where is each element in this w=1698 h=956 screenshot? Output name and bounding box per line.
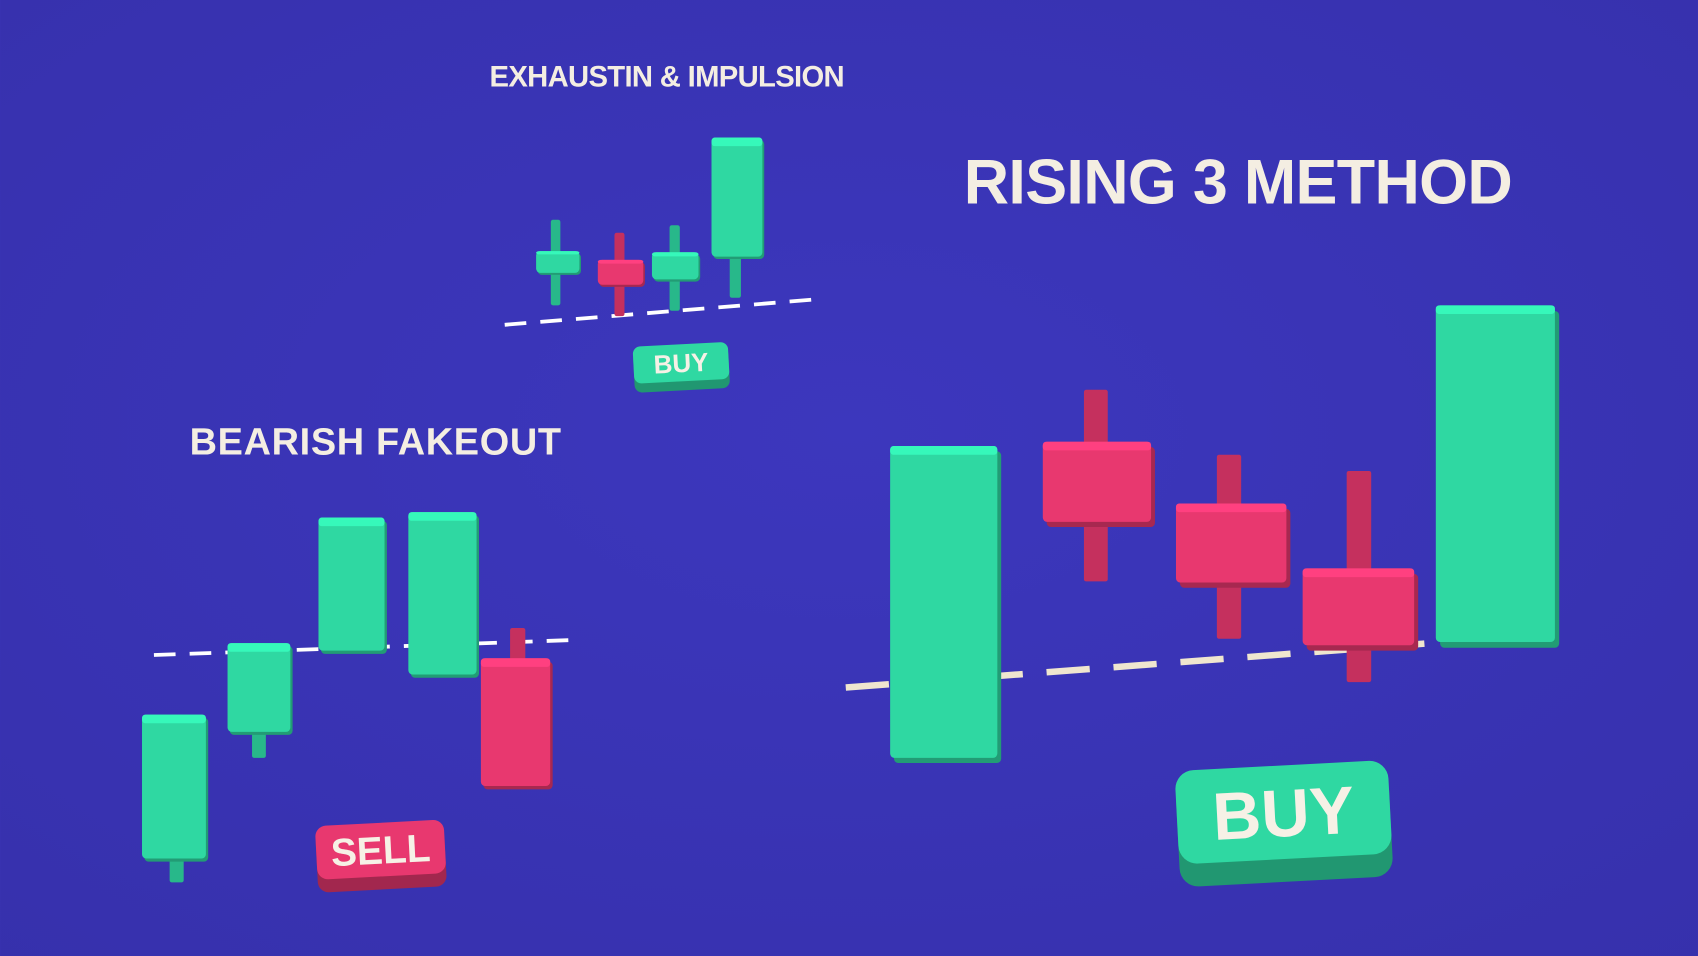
candle-body xyxy=(1175,503,1287,583)
bullish-candle xyxy=(1435,305,1560,648)
support-dashed-line xyxy=(845,630,1561,691)
candle-body xyxy=(480,658,551,787)
bearish-candle xyxy=(1302,470,1419,683)
candle-body-top xyxy=(227,643,291,652)
badge-face xyxy=(1175,760,1392,864)
rising-three-method-panel: RISING 3 METHOD BUY xyxy=(845,148,1561,887)
bullish-candle xyxy=(536,219,581,306)
panel-title: RISING 3 METHOD xyxy=(964,148,1513,218)
bullish-candle xyxy=(318,517,387,654)
candle-body xyxy=(597,259,644,285)
candle-body-top xyxy=(651,252,699,257)
candle-body-top xyxy=(318,517,385,527)
bearish-fakeout-panel: BEARISH FAKEOUT SELL xyxy=(142,422,578,893)
candle-body-top xyxy=(711,137,763,147)
candle-body-top xyxy=(536,251,580,255)
exhaustion-impulsion-panel: EXHAUSTIN & IMPULSION BUY xyxy=(490,62,845,393)
candle-body-top xyxy=(480,658,551,667)
candle-body-top xyxy=(1302,568,1415,578)
candle-body-top xyxy=(1042,441,1152,451)
bullish-candle xyxy=(651,225,701,311)
sell-signal-badge: SELL xyxy=(315,820,447,893)
candle-body-top xyxy=(1435,305,1555,314)
candle-body xyxy=(142,714,206,859)
signal-label: BUY xyxy=(653,347,709,380)
candle-body-top xyxy=(1175,503,1287,513)
badge-face xyxy=(315,820,446,880)
candle-body-top xyxy=(890,446,998,455)
candle-body xyxy=(1042,441,1152,522)
bullish-candle xyxy=(227,643,293,758)
bullish-candle xyxy=(890,446,1002,764)
candle-body xyxy=(1302,568,1415,646)
panel-title: BEARISH FAKEOUT xyxy=(190,422,561,464)
candle-body-top xyxy=(408,512,477,521)
buy-signal-badge: BUY xyxy=(1175,760,1393,887)
panel-title: EXHAUSTIN & IMPULSION xyxy=(490,62,845,94)
candle-body xyxy=(536,251,580,273)
support-dashed-line xyxy=(504,296,824,327)
bearish-candle xyxy=(480,627,553,790)
candle-body xyxy=(227,643,291,732)
candle-body xyxy=(651,252,699,280)
candle-body-top xyxy=(142,714,206,724)
signal-label: BUY xyxy=(1211,773,1356,855)
bearish-candle xyxy=(1175,454,1291,639)
candle-body xyxy=(890,446,998,758)
candle-body xyxy=(408,512,477,675)
bullish-candle xyxy=(711,137,765,298)
buy-signal-badge: BUY xyxy=(632,342,730,393)
badge-face xyxy=(632,342,730,384)
bearish-candle xyxy=(1042,389,1155,582)
signal-label: SELL xyxy=(330,827,432,875)
candle-body xyxy=(711,137,763,257)
candle-body xyxy=(318,517,385,651)
bearish-candle xyxy=(597,232,645,317)
candle-body xyxy=(1435,305,1555,643)
bullish-candle xyxy=(142,714,209,883)
candle-body-top xyxy=(597,259,644,264)
bullish-candle xyxy=(408,512,480,678)
